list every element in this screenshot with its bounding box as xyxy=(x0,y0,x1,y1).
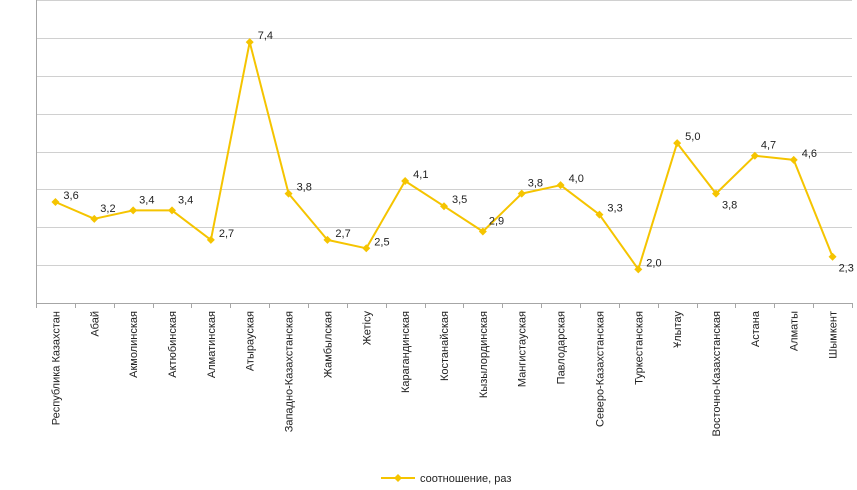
data-point-7 xyxy=(323,235,332,244)
data-label-2: 3,4 xyxy=(139,194,154,206)
category-label-14: Северо-Казахстанская xyxy=(594,311,606,427)
category-label-9: Карагандинская xyxy=(400,311,412,393)
data-label-12: 3,8 xyxy=(528,178,543,190)
category-label-1: Абай xyxy=(89,311,101,337)
data-point-0 xyxy=(51,198,60,206)
data-label-7: 2,7 xyxy=(335,228,350,240)
category-label-15: Туркестанская xyxy=(633,311,645,385)
data-label-0: 3,6 xyxy=(63,190,78,202)
category-label-6: Западно-Казахстанская xyxy=(284,311,296,432)
category-label-16: Ұлытау xyxy=(672,311,684,348)
category-label-7: Жамбылская xyxy=(322,311,334,378)
data-label-16: 5,0 xyxy=(685,131,700,143)
data-point-12 xyxy=(517,189,526,198)
data-label-11: 2,9 xyxy=(489,215,504,227)
data-point-18 xyxy=(750,151,759,160)
data-label-1: 3,2 xyxy=(100,203,115,215)
data-label-18: 4,7 xyxy=(761,140,776,152)
data-label-13: 4,0 xyxy=(569,173,584,185)
data-point-17 xyxy=(712,189,720,198)
data-point-3 xyxy=(168,206,176,215)
category-label-8: Жетісу xyxy=(361,311,373,346)
data-label-4: 2,7 xyxy=(219,228,234,240)
category-label-19: Алматы xyxy=(789,311,801,351)
data-point-20 xyxy=(828,252,837,261)
data-point-11 xyxy=(478,227,487,236)
legend-marker xyxy=(394,474,402,482)
category-label-5: Атырауская xyxy=(245,311,257,371)
axes xyxy=(36,0,853,308)
category-label-17: Восточно-Казахстанская xyxy=(711,311,723,437)
data-point-2 xyxy=(129,206,138,215)
data-label-6: 3,8 xyxy=(297,182,312,194)
category-label-11: Кызылординская xyxy=(478,311,490,398)
category-label-2: Акмолинская xyxy=(128,311,140,378)
category-label-10: Костанайская xyxy=(439,311,451,381)
series-soootnoshenie xyxy=(51,38,837,274)
category-label-13: Павлодарская xyxy=(556,311,568,384)
data-point-15 xyxy=(634,265,643,274)
data-label-20: 2,3 xyxy=(839,263,854,275)
data-labels: 3,6 3,2 3,4 3,4 2,7 7,4 3,8 2,7 2,5 4,1 3,5 2,9 3,8 4… xyxy=(63,30,853,275)
data-label-8: 2,5 xyxy=(374,236,389,248)
data-label-3: 3,4 xyxy=(178,194,193,206)
legend: соотношение, раз xyxy=(381,473,511,485)
category-labels: Республика Казахстан Абай Акмолинская Актюб… xyxy=(50,310,839,436)
data-point-4 xyxy=(206,235,215,244)
data-point-19 xyxy=(789,155,798,164)
data-point-13 xyxy=(556,181,565,190)
data-label-15: 2,0 xyxy=(646,257,661,269)
data-point-14 xyxy=(595,210,604,219)
data-label-9: 4,1 xyxy=(413,169,428,181)
data-point-8 xyxy=(362,244,371,253)
data-point-1 xyxy=(90,214,99,223)
category-label-4: Алматинская xyxy=(206,311,218,378)
data-label-5: 7,4 xyxy=(258,30,273,42)
data-point-5 xyxy=(245,38,254,47)
category-label-18: Астана xyxy=(750,310,762,347)
data-label-17: 3,8 xyxy=(722,200,737,212)
category-label-0: Республика Казахстан xyxy=(50,311,62,425)
gridlines xyxy=(36,0,852,266)
data-point-9 xyxy=(401,176,410,185)
data-label-14: 3,3 xyxy=(607,203,622,215)
category-label-3: Актюбинская xyxy=(167,311,179,378)
data-point-16 xyxy=(673,139,682,148)
data-label-10: 3,5 xyxy=(452,194,467,206)
data-point-6 xyxy=(284,189,293,198)
category-label-12: Мангистауская xyxy=(517,311,529,387)
category-label-20: Шымкент xyxy=(828,311,840,359)
legend-label: соотношение, раз xyxy=(420,473,511,485)
data-label-19: 4,6 xyxy=(802,148,817,160)
data-point-10 xyxy=(440,202,448,211)
